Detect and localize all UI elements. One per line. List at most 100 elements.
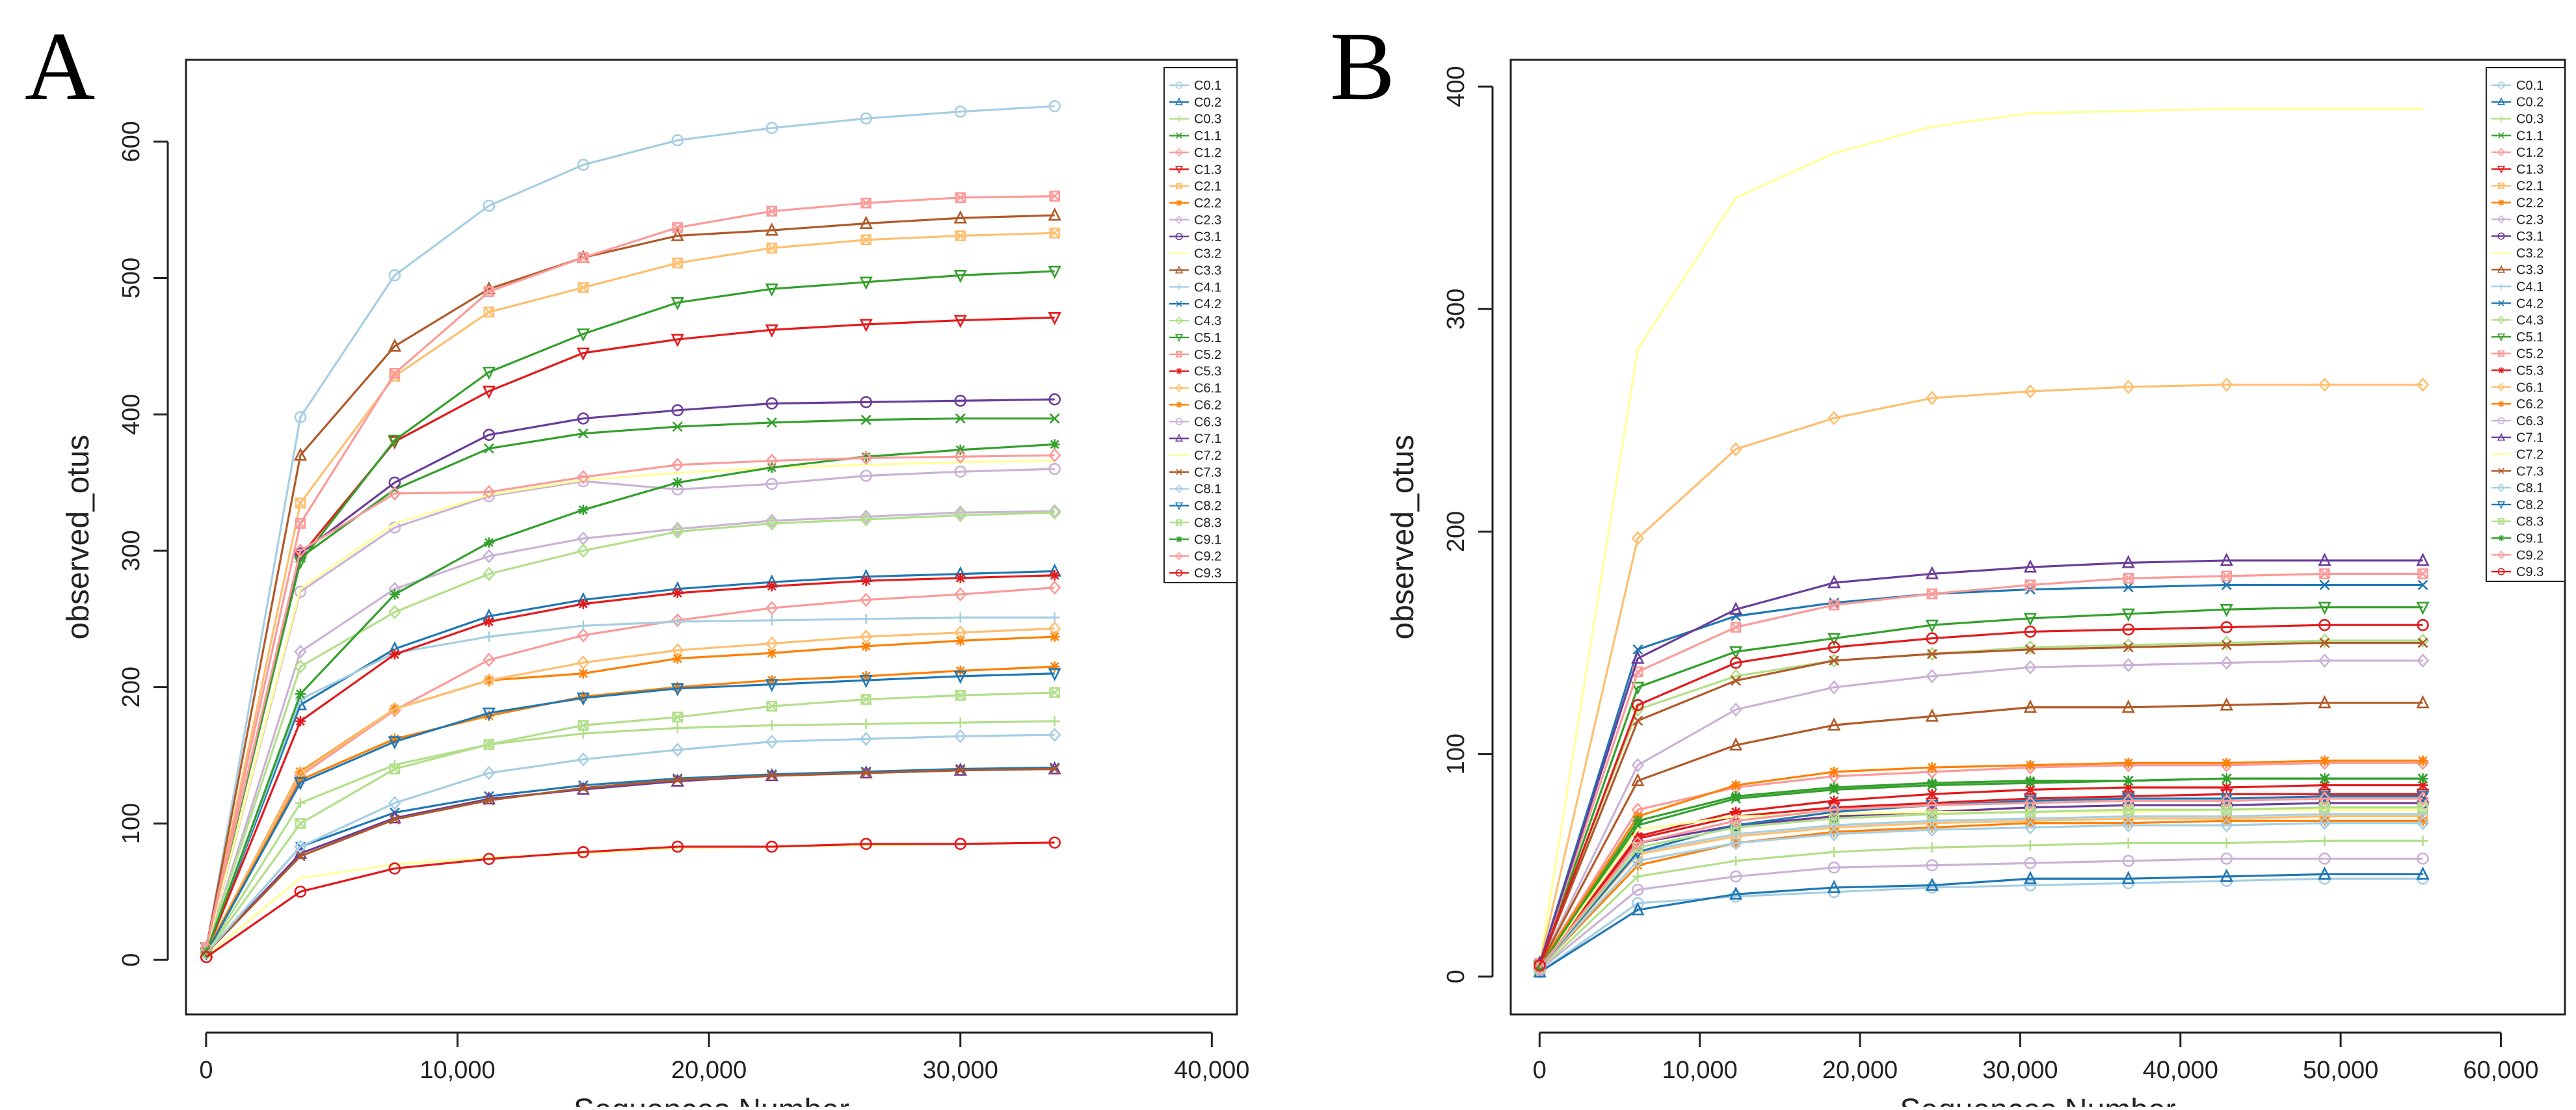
legend-swatch-marker	[1175, 215, 1183, 224]
point-marker	[765, 284, 778, 297]
point-marker	[2025, 817, 2036, 828]
point-marker	[1827, 575, 1841, 588]
point-marker	[1926, 391, 1939, 406]
point-marker	[671, 743, 684, 758]
point-marker	[860, 592, 873, 607]
point-marker	[1731, 675, 1742, 686]
point-marker	[2025, 784, 2036, 795]
point-marker	[576, 693, 590, 706]
point-marker	[1829, 655, 1840, 666]
point-marker	[1925, 708, 1939, 722]
point-marker	[483, 631, 494, 642]
point-marker	[2318, 653, 2331, 668]
point-marker	[1048, 504, 1061, 519]
point-marker	[1632, 815, 1643, 826]
legend-label: C7.3	[1194, 466, 1221, 480]
point-marker	[2221, 782, 2232, 793]
y-axis-title: observed_otus	[1386, 435, 1420, 640]
point-marker	[1925, 619, 1939, 633]
legend-item: C2.2	[1169, 196, 1221, 211]
legend-swatch-marker	[2497, 232, 2505, 240]
legend-swatch-marker	[2497, 432, 2506, 441]
series-line	[1539, 641, 2423, 966]
point-marker	[483, 795, 494, 806]
point-marker	[1048, 621, 1061, 636]
point-marker	[2498, 350, 2504, 357]
legend-item: C2.2	[2491, 196, 2543, 211]
point-marker	[577, 544, 590, 558]
legend-item: C1.1	[1169, 129, 1221, 144]
legend-swatch-marker	[2498, 199, 2504, 206]
series-C7-3	[1534, 637, 2428, 971]
point-marker	[860, 613, 871, 624]
point-marker	[1631, 758, 1645, 773]
series-line	[1539, 777, 2423, 969]
point-marker	[1731, 806, 1742, 817]
point-marker	[860, 641, 871, 652]
point-marker	[1631, 853, 1645, 868]
point-marker	[2416, 866, 2430, 880]
point-marker	[671, 297, 684, 311]
legend-label: C7.2	[2516, 448, 2543, 462]
point-marker	[766, 700, 778, 712]
legend-item: C5.1	[1169, 331, 1221, 345]
point-marker	[1829, 795, 1840, 806]
point-marker	[2221, 570, 2232, 582]
legend-label: C1.3	[2516, 163, 2543, 177]
point-marker	[2497, 148, 2505, 157]
point-marker	[483, 549, 496, 564]
legend-label: C9.1	[2516, 532, 2543, 546]
point-marker	[2497, 432, 2506, 441]
point-marker	[2025, 760, 2036, 771]
point-marker	[483, 852, 496, 866]
point-marker	[1731, 611, 1742, 622]
point-marker	[1176, 300, 1182, 307]
point-marker	[482, 386, 496, 399]
point-marker	[389, 368, 401, 379]
point-marker	[954, 394, 967, 407]
series-line	[205, 459, 1055, 949]
legend-label: C1.2	[1194, 146, 1221, 160]
point-marker	[388, 434, 401, 449]
point-marker	[953, 210, 967, 224]
point-marker	[2417, 852, 2429, 865]
point-marker	[1729, 657, 1742, 669]
point-marker	[953, 505, 967, 520]
point-marker	[672, 421, 683, 432]
point-marker	[671, 683, 684, 696]
point-marker	[672, 258, 684, 269]
point-marker	[671, 524, 684, 539]
legend-swatch-marker	[1176, 132, 1182, 139]
legend-item: C6.3	[1169, 415, 1221, 429]
legend-swatch-marker	[1176, 300, 1182, 307]
legend-label: C8.3	[2516, 515, 2543, 529]
y-tick-label: 100	[1442, 733, 1470, 774]
legend-label: C5.2	[2516, 347, 2543, 362]
legend-item: C7.3	[2491, 464, 2543, 479]
legend-item: C4.1	[1169, 280, 1221, 295]
point-marker	[1827, 410, 1840, 425]
legend-label: C7.2	[1194, 449, 1221, 463]
point-marker	[1827, 717, 1841, 731]
point-marker	[1049, 763, 1060, 774]
panel-label: A	[25, 12, 95, 120]
point-marker	[577, 655, 590, 670]
point-marker	[2498, 401, 2504, 407]
point-marker	[1926, 798, 1939, 813]
point-marker	[1175, 417, 1183, 425]
point-marker	[860, 719, 871, 730]
legend-label: C5.1	[1194, 331, 1221, 345]
point-marker	[2024, 820, 2037, 835]
legend-item: C9.1	[1169, 533, 1221, 547]
point-marker	[1175, 551, 1183, 561]
series-line	[1539, 819, 2423, 969]
point-marker	[2221, 815, 2232, 826]
point-marker	[294, 885, 307, 898]
point-marker	[766, 771, 777, 781]
point-marker	[389, 763, 401, 774]
point-marker	[200, 940, 213, 955]
series-line	[1539, 702, 2423, 966]
legend-label: C8.1	[2516, 481, 2543, 496]
series-C3-1	[200, 393, 1061, 957]
